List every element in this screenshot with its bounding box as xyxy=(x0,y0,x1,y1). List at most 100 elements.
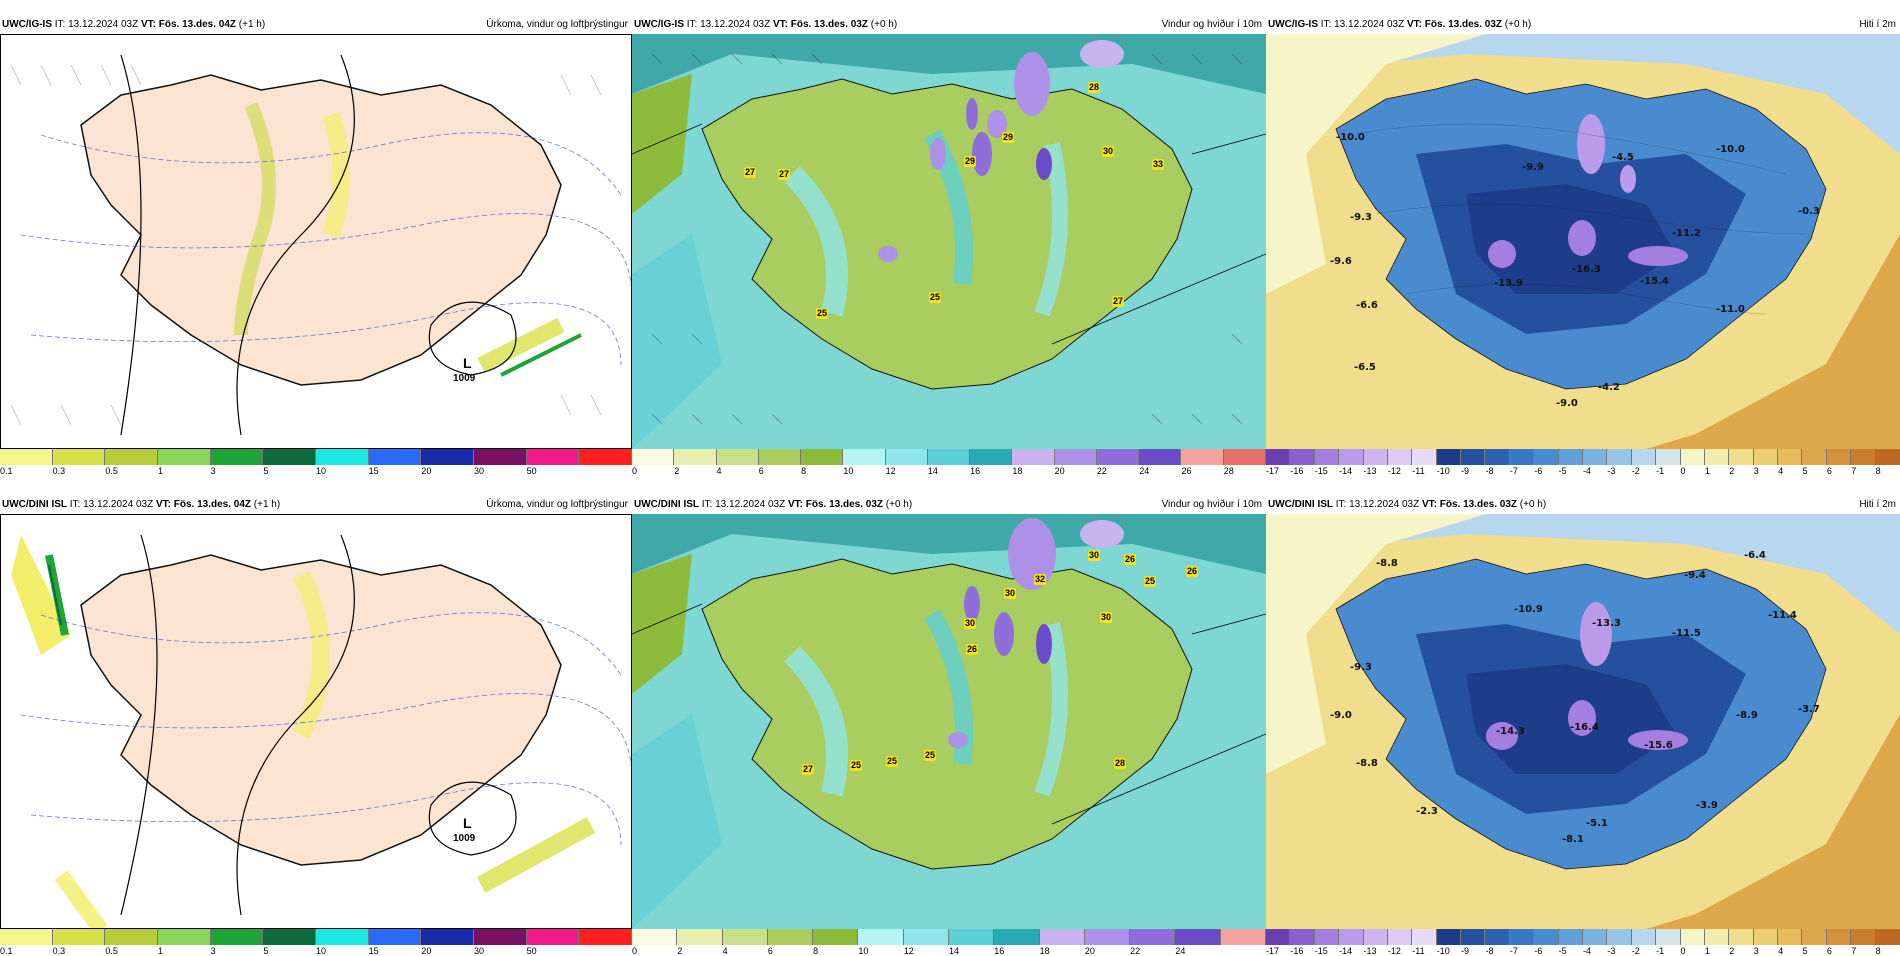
colorbar-swatch xyxy=(903,929,949,945)
colorbar-swatch xyxy=(1631,449,1657,465)
colorbar-swatch xyxy=(52,929,106,945)
colorbar-tick-label: -10 xyxy=(1436,946,1450,956)
precip-map[interactable]: L 1009 xyxy=(0,34,632,449)
colorbar-tick-label: 5 xyxy=(263,946,269,956)
wind-map[interactable]: 28 29 29 30 33 27 27 25 25 27 xyxy=(632,34,1266,449)
colorbar-swatch xyxy=(1412,929,1437,945)
colorbar-swatch xyxy=(1704,929,1730,945)
colorbar-tick-label: 3 xyxy=(1753,946,1759,956)
temp-label: -16.4 xyxy=(1570,722,1599,733)
lead-time: (+0 h) xyxy=(870,19,898,30)
colorbar-tick-label: 24 xyxy=(1139,466,1150,476)
colorbar-tick-label: -17 xyxy=(1266,946,1280,956)
lead-time: (+0 h) xyxy=(1519,499,1547,510)
panel-header: UWC/DINI ISL IT: 13.12.2024 03Z VT: Fös.… xyxy=(0,496,632,514)
temp-label: -9.9 xyxy=(1522,162,1544,173)
colorbar-tick-label: 2 xyxy=(674,466,680,476)
colorbar-swatch xyxy=(1181,449,1224,465)
model-name: UWC/IG-IS xyxy=(634,19,684,30)
temp-label: -10.0 xyxy=(1716,144,1745,155)
colorbar-tick-label: 6 xyxy=(767,946,773,956)
lead-time: (+0 h) xyxy=(885,499,913,510)
gust-label: 25 xyxy=(816,308,829,319)
gust-label: 25 xyxy=(1144,576,1157,587)
init-time: 13.12.2024 03Z xyxy=(1334,19,1405,30)
model-name: UWC/DINI ISL xyxy=(634,499,699,510)
wind-map-graphic xyxy=(632,34,1266,449)
colorbar-swatch xyxy=(970,449,1013,465)
temp-label: -6.4 xyxy=(1744,550,1766,561)
colorbar-tick-label: 10 xyxy=(316,946,327,956)
temp-label: -8.9 xyxy=(1736,710,1758,721)
gust-label: 30 xyxy=(1102,146,1115,157)
field-title: Vindur og hviður í 10m xyxy=(1161,19,1262,30)
colorbar-tick-label: 0.3 xyxy=(52,466,66,476)
colorbar-tick-label: -4 xyxy=(1583,466,1592,476)
colorbar-tick-label: 6 xyxy=(1826,946,1832,956)
colorbar-swatch xyxy=(1753,929,1779,945)
colorbar-tick-label: 50 xyxy=(526,946,537,956)
colorbar-tick-label: 0.3 xyxy=(52,946,66,956)
temp-label: -15.4 xyxy=(1640,276,1669,287)
colorbar-tick-label: 6 xyxy=(758,466,764,476)
temperature-map[interactable]: -8.8 -6.4 -9.4 -10.9 -13.3 -11.5 -11.4 -… xyxy=(1266,514,1900,929)
colorbar-swatch xyxy=(885,449,928,465)
precip-map[interactable]: L 1009 xyxy=(0,514,632,929)
gust-label: 27 xyxy=(802,764,815,775)
field-title: Úrkoma, vindur og loftþrýstingur xyxy=(486,19,628,30)
colorbar-swatch xyxy=(105,449,158,465)
colorbar-swatch xyxy=(1558,449,1583,465)
wind-panel: UWC/IG-IS IT: 13.12.2024 03Z VT: Fös. 13… xyxy=(632,16,1266,476)
colorbar-swatch xyxy=(1851,929,1876,945)
colorbar-tick-label: -11 xyxy=(1412,946,1425,956)
colorbar-swatch xyxy=(1084,929,1131,945)
colorbar-swatch xyxy=(632,929,678,945)
colorbar-tick-label: 4 xyxy=(722,946,728,956)
colorbar-swatch xyxy=(368,929,422,945)
colorbar-tick-label: 8 xyxy=(813,946,819,956)
colorbar-tick-label: 12 xyxy=(885,466,896,476)
colorbar-tick-label: 4 xyxy=(1778,946,1784,956)
colorbar-tick-label: 20 xyxy=(421,466,432,476)
low-pressure-value: 1009 xyxy=(453,833,476,844)
colorbar-tick-label: -5 xyxy=(1558,946,1567,956)
colorbar-tick-label: -2 xyxy=(1631,466,1640,476)
temp-label: -11.5 xyxy=(1672,628,1701,639)
colorbar-swatch xyxy=(1363,449,1388,465)
colorbar-swatch xyxy=(1826,929,1852,945)
colorbar-tick-label: 10 xyxy=(843,466,854,476)
colorbar-swatch xyxy=(316,449,369,465)
colorbar-swatch xyxy=(1534,449,1559,465)
colorbar-swatch xyxy=(1339,449,1364,465)
colorbar-tick-label: -17 xyxy=(1266,466,1280,476)
temp-label: -9.0 xyxy=(1330,710,1352,721)
colorbar-swatch xyxy=(1266,929,1291,945)
temp-label: -4.5 xyxy=(1612,152,1634,163)
colorbar-tick-label: 5 xyxy=(1802,466,1808,476)
colorbar-swatch xyxy=(767,929,814,945)
colorbar-swatch xyxy=(1130,929,1176,945)
colorbar-tick-label: 15 xyxy=(368,466,379,476)
colorbar-swatch xyxy=(474,929,527,945)
colorbar-tick-label: 20 xyxy=(1054,466,1065,476)
colorbar-swatch xyxy=(927,449,971,465)
colorbar-tick-label: 2 xyxy=(677,946,683,956)
temp-label: -10.0 xyxy=(1336,132,1365,143)
precip-colorbar: 0.1 0.3 0.5 1 3 5 10 15 20 30 50 xyxy=(0,449,632,476)
temperature-map[interactable]: -10.0 -9.9 -4.5 -10.0 -0.3 -9.3 -11.2 -9… xyxy=(1266,34,1900,449)
precip-panel: UWC/IG-IS IT: 13.12.2024 03Z VT: Fös. 13… xyxy=(0,16,632,476)
temp-label: -8.8 xyxy=(1356,758,1378,769)
model-name: UWC/IG-IS xyxy=(2,19,52,30)
colorbar-tick-label: 10 xyxy=(858,946,869,956)
colorbar-swatch xyxy=(1175,929,1221,945)
gust-label: 26 xyxy=(1186,566,1199,577)
colorbar-swatch xyxy=(1436,929,1462,945)
wind-map-graphic xyxy=(632,514,1266,929)
temp-label: -11.0 xyxy=(1716,304,1745,315)
colorbar-tick-label: -16 xyxy=(1290,946,1304,956)
init-time: 13.12.2024 03Z xyxy=(68,19,139,30)
wind-map[interactable]: 30 26 26 25 30 32 30 30 26 27 25 25 25 2… xyxy=(632,514,1266,929)
colorbar-swatch xyxy=(677,929,723,945)
colorbar-tick-label: 26 xyxy=(1181,466,1192,476)
wind-colorbar: 0 2 4 6 8 10 12 14 16 18 20 22 24 26 28 xyxy=(632,449,1266,476)
